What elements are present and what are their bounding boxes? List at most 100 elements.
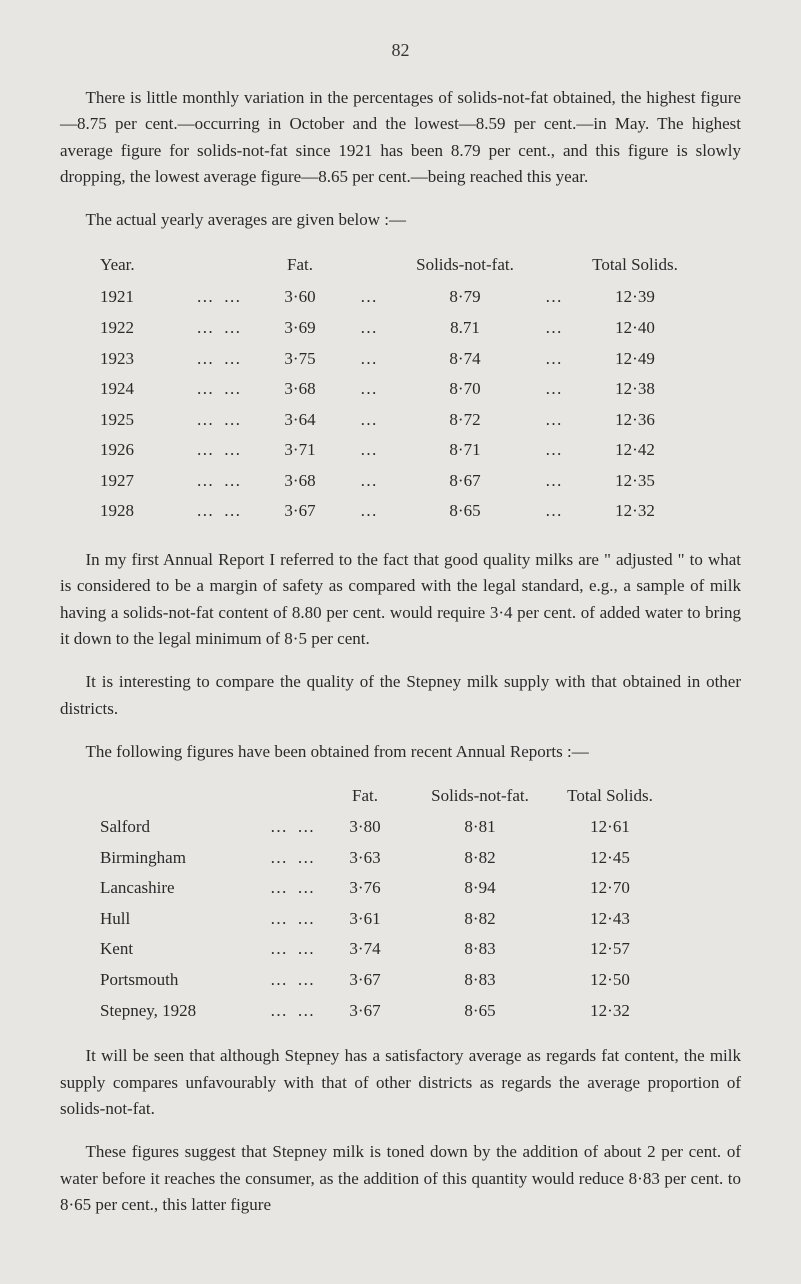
table2-row: Birmingham… …3·638·8212·45 <box>100 843 721 874</box>
table2-cell-total: 12·61 <box>550 812 670 843</box>
table2-cell-name: Birmingham <box>100 843 270 874</box>
table2-dots: … … <box>270 965 320 996</box>
table2-cell-total: 12·70 <box>550 873 670 904</box>
table1-dots: … … <box>180 466 260 497</box>
table1-cell-year: 1921 <box>100 282 180 313</box>
page-container: 82 There is little monthly variation in … <box>0 0 801 1284</box>
table2-header-row: x Fat. Solids-not-fat. Total Solids. <box>100 781 721 812</box>
table1-cell-fat: 3·68 <box>260 374 340 405</box>
table2-row: Stepney, 1928… …3·678·6512·32 <box>100 996 721 1027</box>
table1-dots: … <box>340 466 400 497</box>
table2-cell-fat: 3·63 <box>320 843 410 874</box>
table2-cell-snf: 8·83 <box>410 934 550 965</box>
table1-row: 1927… …3·68…8·67…12·35 <box>100 466 721 497</box>
table2-cell-total: 12·57 <box>550 934 670 965</box>
table1-row: 1928… …3·67…8·65…12·32 <box>100 496 721 527</box>
table1-dots: … <box>340 435 400 466</box>
paragraph-6: It will be seen that although Stepney ha… <box>60 1043 741 1122</box>
table2-header-fat: Fat. <box>320 781 410 812</box>
paragraph-2: The actual yearly averages are given bel… <box>60 207 741 233</box>
table2-cell-name: Hull <box>100 904 270 935</box>
table1-cell-fat: 3·60 <box>260 282 340 313</box>
table2-cell-snf: 8·82 <box>410 843 550 874</box>
table2-cell-fat: 3·76 <box>320 873 410 904</box>
table1-row: 1922… …3·69…8.71…12·40 <box>100 313 721 344</box>
table1-cell-snf: 8·67 <box>400 466 530 497</box>
yearly-averages-table: Year. Fat. Solids-not-fat. Total Solids.… <box>100 250 721 527</box>
table2-dots: … … <box>270 873 320 904</box>
table2-cell-fat: 3·61 <box>320 904 410 935</box>
table1-dots: … … <box>180 282 260 313</box>
table1-cell-year: 1928 <box>100 496 180 527</box>
table1-cell-snf: 8·72 <box>400 405 530 436</box>
table2-cell-fat: 3·67 <box>320 996 410 1027</box>
table1-cell-fat: 3·64 <box>260 405 340 436</box>
table1-dots: … <box>530 466 580 497</box>
table2-row: Lancashire… …3·768·9412·70 <box>100 873 721 904</box>
table2-cell-name: Lancashire <box>100 873 270 904</box>
paragraph-5: The following figures have been obtained… <box>60 739 741 765</box>
table1-cell-snf: 8.71 <box>400 313 530 344</box>
table1-cell-total: 12·42 <box>580 435 690 466</box>
paragraph-3: In my first Annual Report I referred to … <box>60 547 741 652</box>
table2-row: Hull… …3·618·8212·43 <box>100 904 721 935</box>
table1-cell-total: 12·36 <box>580 405 690 436</box>
table2-cell-snf: 8·82 <box>410 904 550 935</box>
table1-row: 1925… …3·64…8·72…12·36 <box>100 405 721 436</box>
table1-cell-year: 1926 <box>100 435 180 466</box>
table1-dots: … … <box>180 344 260 375</box>
table1-dots: … <box>340 344 400 375</box>
table2-cell-total: 12·50 <box>550 965 670 996</box>
district-comparison-table: x Fat. Solids-not-fat. Total Solids. Sal… <box>100 781 721 1026</box>
table2-cell-name: Kent <box>100 934 270 965</box>
table1-header-row: Year. Fat. Solids-not-fat. Total Solids. <box>100 250 721 281</box>
table1-cell-year: 1925 <box>100 405 180 436</box>
table1-body: 1921… …3·60…8·79…12·391922… …3·69…8.71…1… <box>100 282 721 527</box>
table2-dots: … … <box>270 996 320 1027</box>
table2-row: Kent… …3·748·8312·57 <box>100 934 721 965</box>
table2-cell-snf: 8·94 <box>410 873 550 904</box>
table1-cell-year: 1924 <box>100 374 180 405</box>
table2-cell-snf: 8·83 <box>410 965 550 996</box>
paragraph-1: There is little monthly variation in the… <box>60 85 741 190</box>
table1-cell-snf: 8·65 <box>400 496 530 527</box>
table2-cell-fat: 3·74 <box>320 934 410 965</box>
table1-cell-fat: 3·69 <box>260 313 340 344</box>
table1-dots: … <box>530 405 580 436</box>
table2-dots: … … <box>270 843 320 874</box>
table1-cell-year: 1927 <box>100 466 180 497</box>
table1-cell-total: 12·39 <box>580 282 690 313</box>
table1-dots: … <box>340 405 400 436</box>
table2-body: Salford… …3·808·8112·61Birmingham… …3·63… <box>100 812 721 1026</box>
table1-row: 1924… …3·68…8·70…12·38 <box>100 374 721 405</box>
table2-cell-snf: 8·65 <box>410 996 550 1027</box>
table2-cell-name: Portsmouth <box>100 965 270 996</box>
table1-dots: … <box>340 374 400 405</box>
table2-cell-total: 12·43 <box>550 904 670 935</box>
table1-dots: … <box>530 282 580 313</box>
table1-cell-fat: 3·67 <box>260 496 340 527</box>
table1-cell-total: 12·49 <box>580 344 690 375</box>
table1-cell-snf: 8·71 <box>400 435 530 466</box>
table1-dots: … … <box>180 374 260 405</box>
paragraph-4: It is interesting to compare the quality… <box>60 669 741 722</box>
table1-dots: … <box>530 435 580 466</box>
table2-row: Salford… …3·808·8112·61 <box>100 812 721 843</box>
table1-cell-fat: 3·71 <box>260 435 340 466</box>
table2-cell-snf: 8·81 <box>410 812 550 843</box>
table1-dots: … … <box>180 405 260 436</box>
table1-dots: … <box>340 313 400 344</box>
table1-cell-total: 12·32 <box>580 496 690 527</box>
table1-cell-fat: 3·68 <box>260 466 340 497</box>
table1-cell-snf: 8·70 <box>400 374 530 405</box>
table1-header-year: Year. <box>100 250 180 281</box>
table1-dots: … <box>340 496 400 527</box>
table1-row: 1926… …3·71…8·71…12·42 <box>100 435 721 466</box>
table1-cell-total: 12·38 <box>580 374 690 405</box>
table1-cell-total: 12·35 <box>580 466 690 497</box>
table1-cell-snf: 8·74 <box>400 344 530 375</box>
table2-header-snf: Solids-not-fat. <box>410 781 550 812</box>
table2-dots: … … <box>270 904 320 935</box>
table1-dots: … <box>530 496 580 527</box>
table1-cell-snf: 8·79 <box>400 282 530 313</box>
